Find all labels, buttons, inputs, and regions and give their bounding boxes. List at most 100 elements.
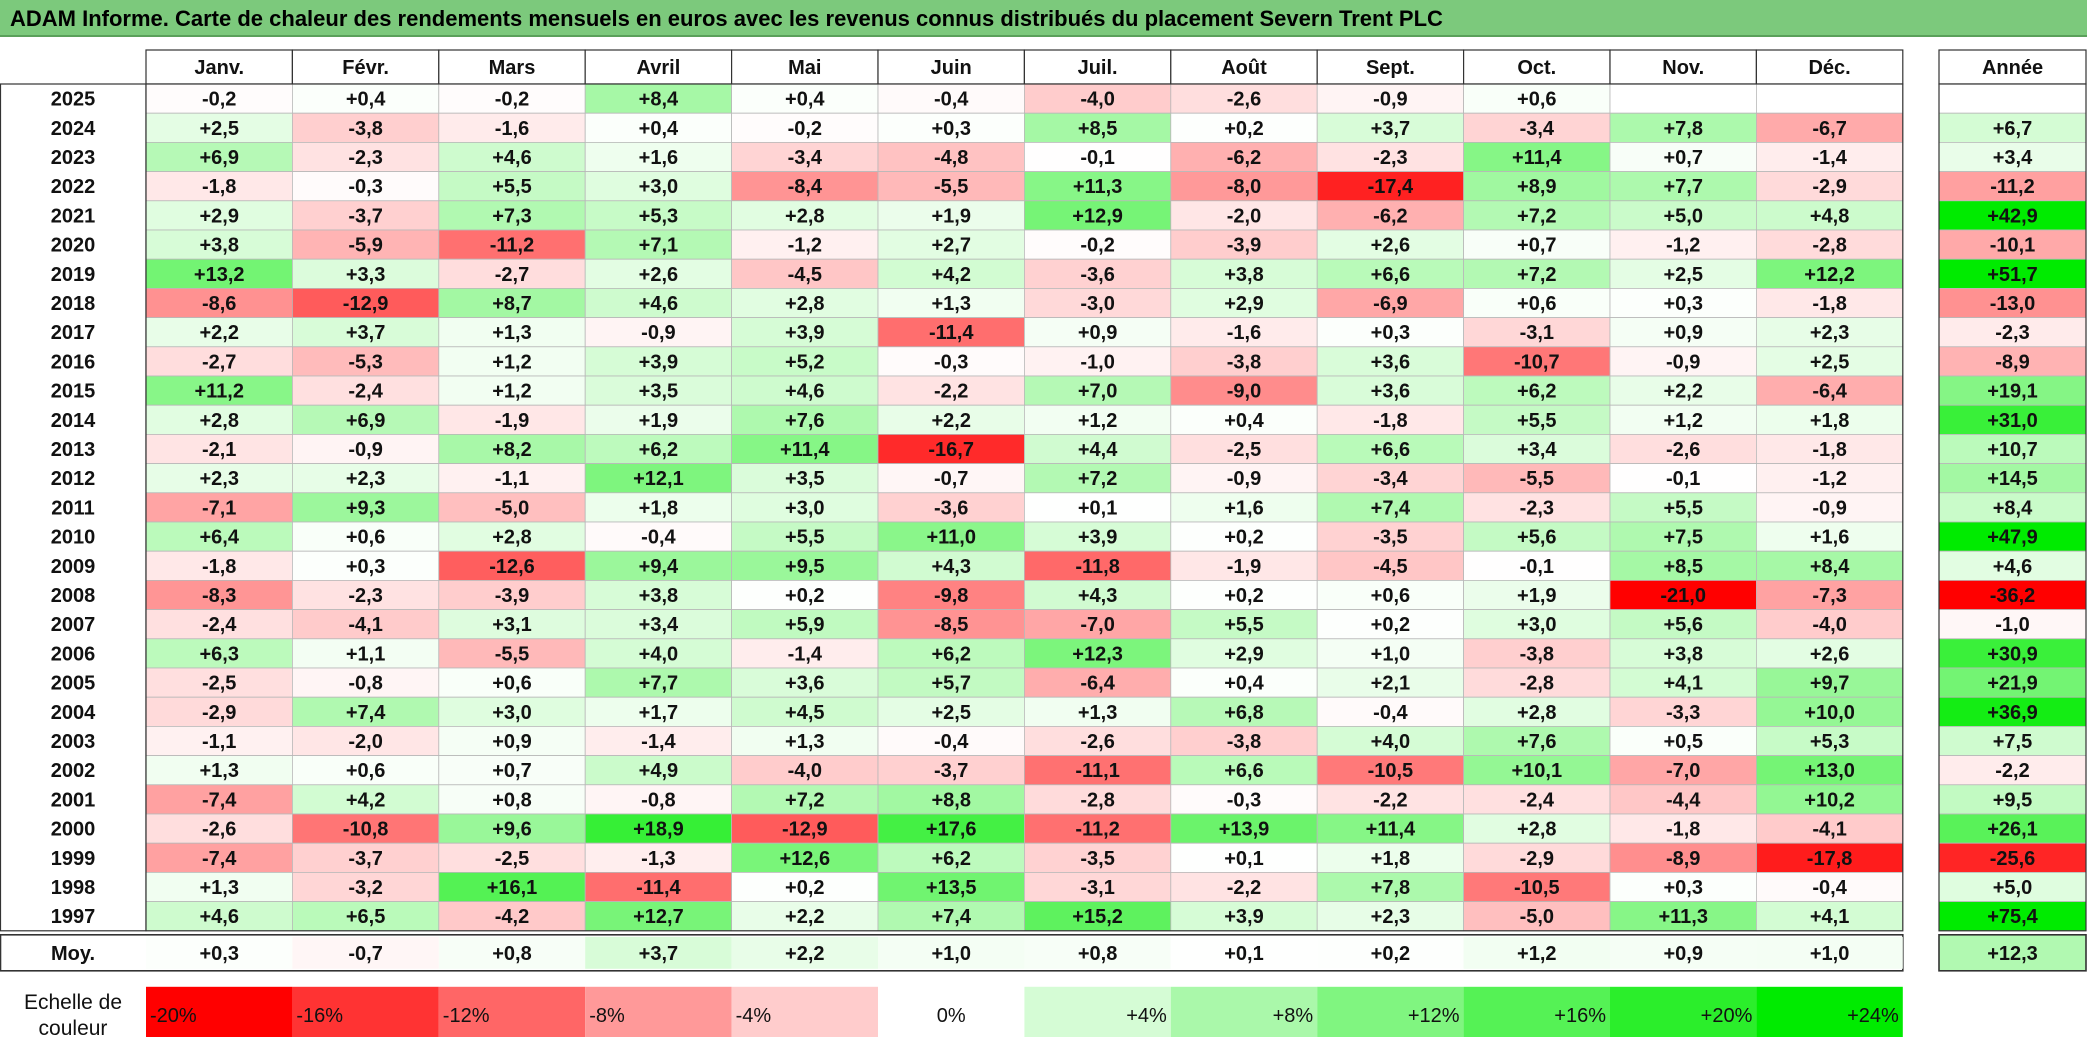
heatmap-cell <box>877 346 1025 377</box>
cell-value: -4,5 <box>788 264 822 286</box>
heatmap-cell <box>1316 521 1464 552</box>
heatmap-cell <box>877 755 1025 786</box>
cell-value: +4,8 <box>1810 205 1849 227</box>
heatmap-cell <box>145 346 293 377</box>
cell-value: -3,7 <box>348 848 382 870</box>
cell-value: -0,1 <box>1520 556 1554 578</box>
cell-value: +0,2 <box>1224 527 1263 549</box>
cell-value: -4,1 <box>348 614 382 636</box>
cell-value: -2,2 <box>934 381 968 403</box>
heatmap-cell <box>1463 609 1611 640</box>
heatmap-cell <box>877 317 1025 348</box>
cell-value: +2,8 <box>1517 702 1556 724</box>
cell-value: -4,5 <box>1373 556 1407 578</box>
cell-value: +1,2 <box>492 351 531 373</box>
scale-swatch <box>731 986 878 1037</box>
annual-cell <box>1938 842 2087 873</box>
heatmap-cell <box>1170 258 1318 289</box>
heatmap-cell <box>1316 667 1464 698</box>
average-value: +0,2 <box>1371 943 1410 965</box>
heatmap-cell <box>1316 842 1464 873</box>
annual-value: -25,6 <box>1990 848 2036 870</box>
heatmap-cell <box>584 872 733 903</box>
annual-value: +3,4 <box>1993 147 2033 169</box>
heatmap-cell <box>438 317 586 348</box>
cell-value: +1,3 <box>1078 702 1117 724</box>
heatmap-cell <box>438 171 586 202</box>
cell-value: -1,0 <box>1080 351 1114 373</box>
cell-value: -0,2 <box>788 118 822 140</box>
cell-value: +17,6 <box>926 819 977 841</box>
heatmap-cell <box>1024 638 1172 669</box>
cell-value: -3,8 <box>348 118 382 140</box>
cell-value: +2,6 <box>1371 235 1410 257</box>
heatmap-cell <box>584 842 733 873</box>
heatmap-cell <box>731 638 879 669</box>
heatmap-cell <box>438 667 586 698</box>
cell-value: +8,4 <box>639 89 679 111</box>
heatmap-cell <box>1316 346 1464 377</box>
annual-value: +42,9 <box>1987 205 2038 227</box>
heatmap-cell <box>438 492 586 523</box>
cell-value: +11,0 <box>926 527 976 549</box>
annual-border <box>1938 83 2087 932</box>
annual-value: +8,4 <box>1993 497 2033 519</box>
cell-value: +9,3 <box>346 497 385 519</box>
cell-value: -2,6 <box>1080 731 1114 753</box>
heatmap-cell <box>1170 171 1318 202</box>
cell-value: -2,8 <box>1520 673 1554 695</box>
month-header: Mai <box>788 57 821 79</box>
cell-value: +2,9 <box>1224 293 1263 315</box>
scale-label: Echelle de <box>24 991 122 1014</box>
heatmap-cell <box>1609 550 1757 581</box>
heatmap-cell <box>1316 375 1464 406</box>
heatmap-cell <box>1609 842 1757 873</box>
cell-value: +4,5 <box>785 702 824 724</box>
cell-value: +0,5 <box>1663 731 1702 753</box>
heatmap-cell <box>1170 83 1318 114</box>
annual-cell <box>1938 521 2087 552</box>
year-label: 2002 <box>51 760 96 782</box>
cell-value: +9,5 <box>785 556 824 578</box>
cell-value: +10,1 <box>1511 760 1562 782</box>
heatmap-cell <box>1024 872 1172 903</box>
heatmap-cell <box>145 609 293 640</box>
cell-value: -0,4 <box>641 527 676 549</box>
cell-value: -0,4 <box>934 89 969 111</box>
heatmap-cell <box>584 784 733 815</box>
heatmap-cell <box>731 901 879 932</box>
heatmap-cell <box>438 609 586 640</box>
cell-value: -3,9 <box>1227 235 1261 257</box>
annual-cell <box>1938 287 2087 318</box>
heatmap-cell <box>1756 696 1904 727</box>
cell-value: -1,8 <box>1812 439 1846 461</box>
annual-value: +21,9 <box>1987 673 2038 695</box>
cell-value: +1,2 <box>492 381 531 403</box>
heatmap-cell <box>1463 872 1611 903</box>
cell-value: -17,4 <box>1368 176 1414 198</box>
cell-value: +5,6 <box>1663 614 1702 636</box>
cell-value: +5,7 <box>931 673 970 695</box>
annual-cell <box>1938 667 2087 698</box>
heatmap-cell <box>1463 287 1611 318</box>
cell-value: -10,5 <box>1368 760 1414 782</box>
cell-value: +4,2 <box>346 789 385 811</box>
heatmap-cell <box>1024 200 1172 231</box>
annual-header: Année <box>1982 57 2043 79</box>
cell-value: +0,9 <box>1663 322 1702 344</box>
cell-value: +1,0 <box>1371 643 1410 665</box>
heatmap-cell <box>1170 813 1318 844</box>
heatmap-cell <box>1024 755 1172 786</box>
heatmap-cell <box>584 200 733 231</box>
cell-value: -1,1 <box>495 468 529 490</box>
heatmap-cell <box>1609 492 1757 523</box>
heatmap-cell <box>1609 375 1757 406</box>
heatmap-cell <box>1463 171 1611 202</box>
heatmap-cell <box>1463 580 1611 611</box>
cell-value: -2,0 <box>348 731 382 753</box>
heatmap-cell <box>1609 83 1757 114</box>
year-label: 2014 <box>51 410 96 432</box>
cell-value: -0,4 <box>1812 877 1847 899</box>
heatmap-cell <box>1463 141 1611 172</box>
cell-value: +5,5 <box>1224 614 1263 636</box>
